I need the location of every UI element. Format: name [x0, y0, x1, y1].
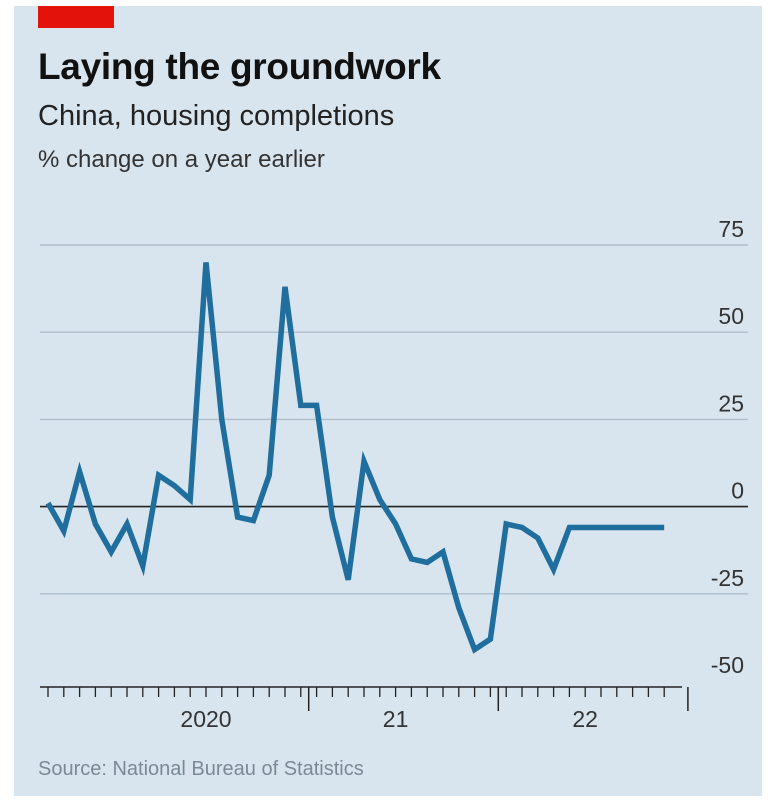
x-tick-label: 22	[572, 706, 598, 732]
unit-label: % change on a year earlier	[38, 146, 325, 173]
chart-subtitle: China, housing completions	[38, 100, 395, 132]
grid-lines	[40, 244, 748, 595]
y-tick-label: -25	[711, 565, 744, 591]
y-tick-label: 25	[718, 390, 744, 416]
brand-tag	[38, 6, 114, 28]
chart-title: Laying the groundwork	[38, 46, 441, 87]
series-layer	[40, 262, 748, 654]
y-tick-label: 0	[731, 478, 744, 504]
y-tick-label: 75	[718, 216, 744, 242]
x-axis: 2020 21 22	[40, 686, 689, 732]
y-tick-label: -50	[711, 652, 744, 678]
y-tick-labels: 75 50 25 0 -25 -50	[711, 216, 744, 678]
line-chart: 75 50 25 0 -25 -50 2020 21 22	[40, 216, 748, 732]
series-line-0	[45, 262, 665, 654]
source-note: Source: National Bureau of Statistics	[38, 758, 364, 780]
chart-card: Laying the groundwork China, housing com…	[14, 6, 762, 796]
x-tick-label: 21	[383, 706, 409, 732]
x-tick-label: 2020	[180, 706, 231, 732]
y-tick-label: 50	[718, 303, 744, 329]
